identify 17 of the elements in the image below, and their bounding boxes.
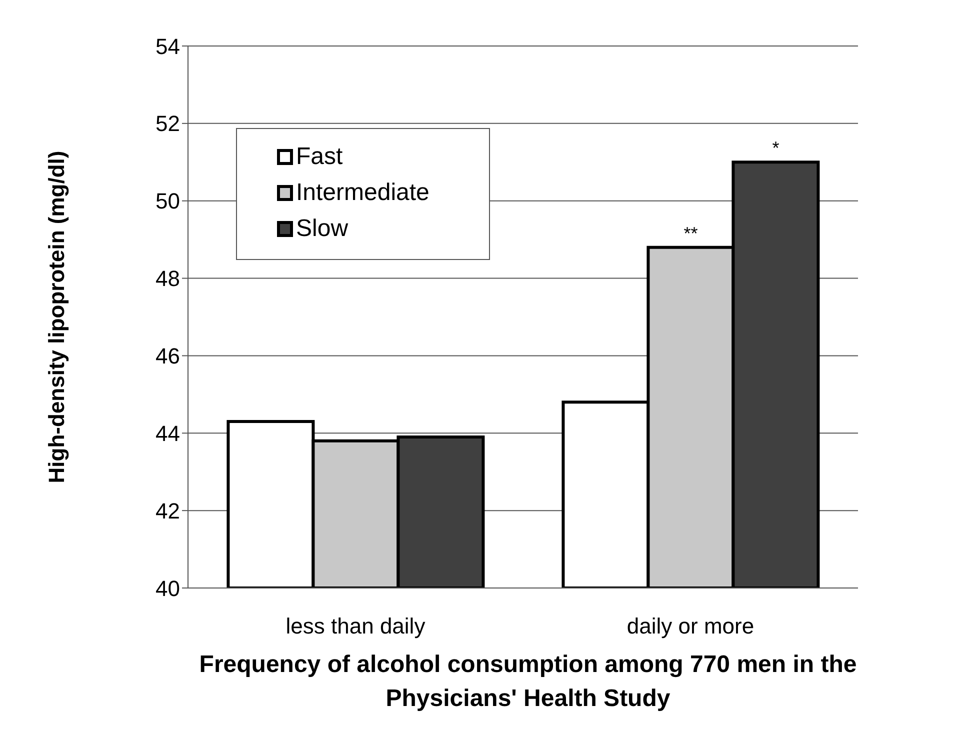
y-tick-label: 40 <box>156 576 180 601</box>
y-tick-label: 48 <box>156 266 180 292</box>
y-tick-label: 46 <box>156 344 180 369</box>
x-tick-label: daily or more <box>626 614 754 639</box>
annotation: * <box>772 138 780 158</box>
legend-label: Fast <box>296 143 343 171</box>
y-tick-label: 54 <box>156 34 180 59</box>
y-tick-label: 42 <box>156 498 180 524</box>
y-tick-label: 50 <box>156 188 180 214</box>
x-tick-label: less than daily <box>286 614 426 639</box>
annotation: ** <box>684 223 698 244</box>
legend-label: Slow <box>296 215 348 243</box>
y-tick-label: 52 <box>156 111 180 136</box>
x-axis-title: Frequency of alcohol consumption among 770 men in the Physicians' Health Study <box>198 650 858 714</box>
legend-label: Intermediate <box>296 179 430 207</box>
y-tick-label: 44 <box>156 420 180 446</box>
y-axis-title: High-density lipoprotein (mg/dl) <box>44 150 69 484</box>
